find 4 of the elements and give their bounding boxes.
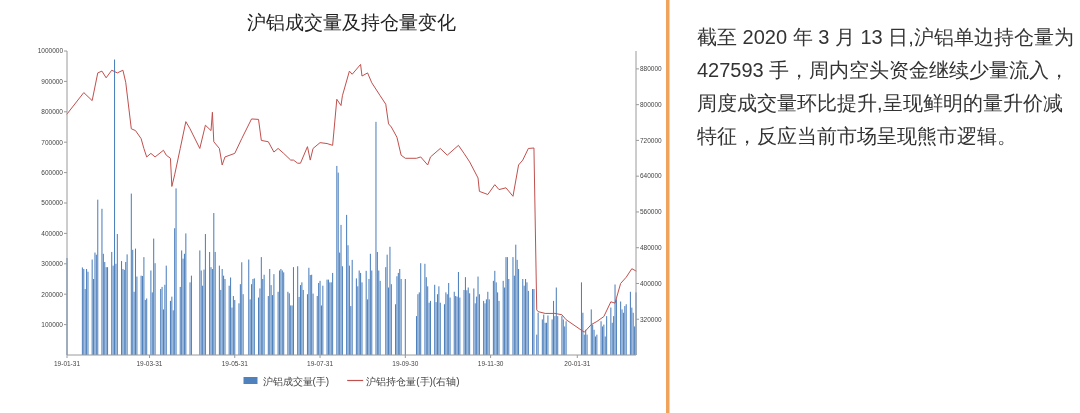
text: 截至 2020 年 3 月 13 日,沪铝单边持仓量为 427593 手，周内空头资金继续少量流入，周度成交量环比提升,呈现鲜明的量升价减特征，反应当前市场呈现熊市逻辑。 — [697, 25, 1075, 149]
chart-title: 沪铝成交量及持仓量变化 — [247, 12, 456, 33]
legend-label: 沪铝持仓量(手)(右轴) — [366, 375, 460, 387]
legend-label: 沪铝成交量(手) — [262, 375, 330, 387]
